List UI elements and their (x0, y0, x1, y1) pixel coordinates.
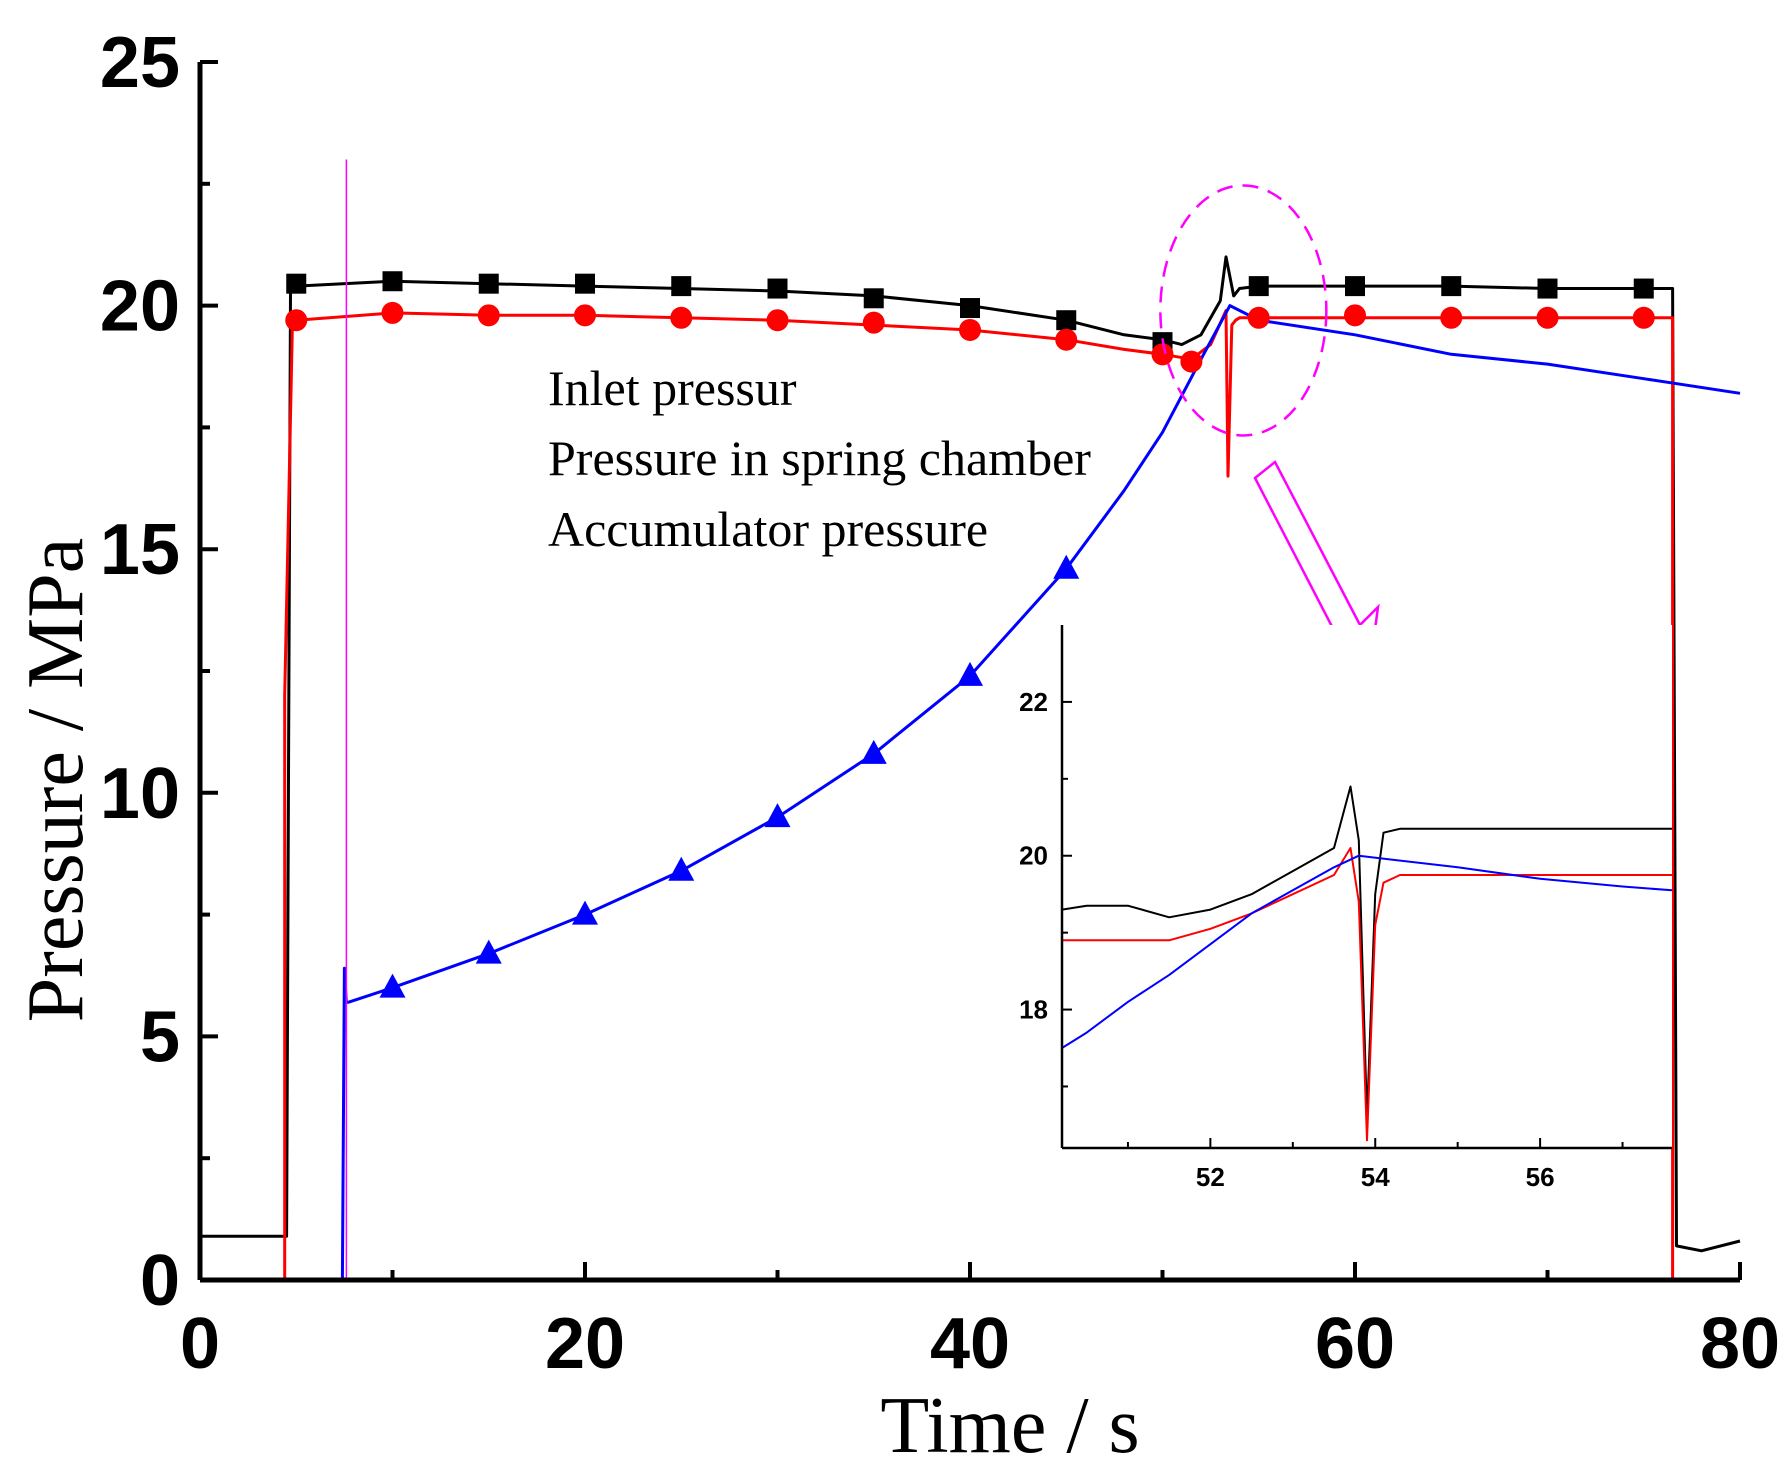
marker-pressure-in-spring-chamber (1151, 343, 1174, 366)
marker-inlet-pressur (863, 288, 884, 309)
inset-series-line-accumulator-pressure (1061, 854, 1673, 1049)
legend-entry-accumulator-pressure: Accumulator pressure (548, 501, 988, 557)
y-tick-label: 20 (100, 267, 180, 347)
marker-accumulator-pressure (572, 900, 598, 925)
x-tick-label: 20 (545, 1304, 625, 1384)
legend-entry-inlet-pressure: Inlet pressur (548, 360, 797, 416)
marker-accumulator-pressure (764, 803, 791, 828)
inset-x-tick-label: 56 (1526, 1162, 1555, 1192)
marker-pressure-in-spring-chamber (959, 318, 981, 341)
marker-accumulator-pressure (668, 856, 695, 881)
marker-inlet-pressur (1056, 310, 1077, 331)
marker-inlet-pressur (1537, 278, 1558, 299)
y-tick-label: 10 (100, 754, 180, 834)
marker-pressure-in-spring-chamber (1344, 304, 1366, 327)
x-tick-label: 60 (1315, 1304, 1395, 1384)
y-tick-label: 25 (100, 23, 180, 103)
inset-chart: 52 54 56 18 20 22 (1019, 625, 1673, 1192)
x-axis-title: Time / s (880, 1382, 1139, 1470)
marker-inlet-pressur (286, 273, 307, 294)
inset-x-tick-label: 54 (1361, 1162, 1390, 1192)
marker-accumulator-pressure (475, 939, 502, 964)
marker-inlet-pressur (1248, 276, 1269, 297)
marker-inlet-pressur (671, 276, 692, 297)
y-tick-label: 5 (140, 997, 180, 1077)
x-tick-label: 40 (930, 1304, 1010, 1384)
marker-accumulator-pressure (1053, 554, 1080, 579)
y-axis-title: Pressure / MPa (12, 538, 100, 1022)
marker-pressure-in-spring-chamber (1180, 350, 1203, 373)
marker-accumulator-pressure (379, 973, 406, 998)
inset-y-tick-label: 20 (1019, 841, 1048, 871)
marker-pressure-in-spring-chamber (285, 309, 308, 332)
series-line-accumulator-pressure (340, 304, 1741, 1281)
inset-x-tick-label: 52 (1196, 1162, 1225, 1192)
marker-inlet-pressur (1345, 276, 1365, 297)
marker-inlet-pressur (960, 298, 980, 319)
marker-inlet-pressur (478, 273, 499, 294)
marker-pressure-in-spring-chamber (381, 301, 404, 324)
marker-inlet-pressur (1633, 278, 1654, 299)
marker-pressure-in-spring-chamber (1440, 306, 1463, 329)
main-axes: 0 20 40 60 80 0 5 10 15 20 25 (100, 23, 1780, 1384)
marker-pressure-in-spring-chamber (1536, 306, 1559, 329)
legend-entry-spring-chamber-pressure: Pressure in spring chamber (548, 430, 1091, 486)
marker-pressure-in-spring-chamber (1247, 306, 1270, 329)
marker-pressure-in-spring-chamber (574, 304, 596, 327)
marker-inlet-pressur (575, 273, 595, 294)
marker-accumulator-pressure (957, 661, 983, 686)
x-tick-label: 0 (180, 1304, 220, 1384)
marker-inlet-pressur (767, 278, 788, 299)
y-tick-label: 15 (100, 510, 180, 590)
marker-pressure-in-spring-chamber (477, 304, 500, 327)
inset-series-line-inlet-pressur (1061, 785, 1672, 1119)
main-markers-layer (285, 271, 1655, 998)
marker-pressure-in-spring-chamber (862, 311, 885, 334)
marker-pressure-in-spring-chamber (766, 309, 789, 332)
inset-y-tick-label: 22 (1019, 687, 1048, 717)
inset-series-layer (1061, 785, 1673, 1142)
inset-y-tick-label: 18 (1019, 995, 1048, 1025)
x-tick-label: 80 (1700, 1304, 1780, 1384)
inset-series-line-pressure-in-spring-chamber (1062, 847, 1672, 1142)
marker-accumulator-pressure (860, 739, 887, 764)
legend: Inlet pressur Pressure in spring chamber… (548, 360, 1091, 557)
y-tick-label: 0 (140, 1241, 180, 1321)
series-line-inlet-pressur (200, 255, 1741, 1253)
marker-inlet-pressur (1441, 276, 1462, 297)
marker-pressure-in-spring-chamber (1055, 328, 1078, 351)
marker-pressure-in-spring-chamber (670, 306, 693, 329)
inset-axes: 52 54 56 18 20 22 (1019, 625, 1672, 1192)
marker-pressure-in-spring-chamber (1632, 306, 1655, 329)
inset-background (1062, 625, 1672, 1148)
highlight-ellipse (1159, 184, 1328, 437)
marker-inlet-pressur (382, 271, 403, 292)
